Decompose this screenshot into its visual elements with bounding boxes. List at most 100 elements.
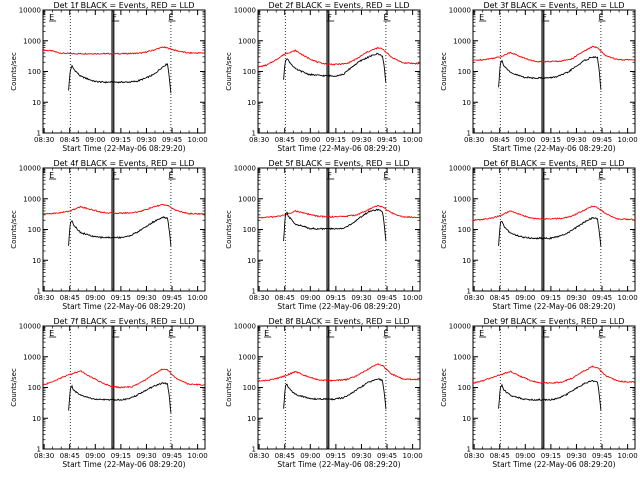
panel-title: Det 7f BLACK = Events, RED = LLD — [53, 317, 194, 326]
event-marker-label: E — [168, 171, 173, 180]
x-tick-label: 10:00 — [188, 294, 208, 302]
x-axis-label: Start Time (22-May-06 08:29:20) — [492, 144, 615, 153]
x-tick-label: 09:00 — [300, 136, 320, 144]
events-series-line — [498, 216, 602, 247]
y-tick-label: 100 — [458, 68, 471, 76]
y-tick-label: 1 — [467, 288, 471, 296]
lld-series-line — [42, 203, 205, 216]
x-tick-label: 09:00 — [515, 452, 535, 460]
x-tick-label: 08:30 — [249, 452, 269, 460]
x-tick-label: 09:15 — [541, 136, 561, 144]
x-tick-label: 09:15 — [541, 452, 561, 460]
plot-frame — [42, 9, 206, 134]
x-tick-label: 08:30 — [464, 294, 484, 302]
plot-frame — [257, 9, 421, 134]
x-tick-label: 09:15 — [326, 294, 346, 302]
x-tick-label: 09:15 — [541, 294, 561, 302]
x-tick-label: 09:45 — [592, 452, 612, 460]
event-marker-label: E — [49, 171, 54, 180]
y-axis-label: Counts/sec — [225, 52, 233, 91]
events-series-line — [283, 52, 387, 84]
y-axis-label: Counts/sec — [225, 210, 233, 249]
x-tick-label: 08:30 — [464, 136, 484, 144]
x-tick-label: 09:30 — [351, 452, 371, 460]
event-marker-label: F — [542, 13, 547, 22]
x-tick-label: 09:45 — [592, 294, 612, 302]
y-tick-label: 1 — [37, 446, 41, 454]
x-tick-label: 09:00 — [300, 452, 320, 460]
y-tick-label: 10000 — [449, 323, 471, 331]
panel-title: Det 8f BLACK = Events, RED = LLD — [268, 317, 409, 326]
lld-series-line — [472, 365, 635, 385]
x-tick-label: 08:30 — [34, 294, 54, 302]
events-series-line — [498, 55, 602, 90]
y-tick-label: 1 — [37, 288, 41, 296]
event-marker-label: F — [112, 329, 117, 338]
x-tick-label: 10:00 — [618, 294, 638, 302]
y-tick-label: 10 — [32, 99, 41, 107]
x-tick-label: 09:00 — [515, 136, 535, 144]
y-tick-label: 10000 — [449, 165, 471, 173]
panel-7: Det 7f BLACK = Events, RED = LLD 1 10 100 10… — [10, 317, 208, 469]
x-tick-label: 09:45 — [162, 294, 182, 302]
event-marker-label: E — [598, 171, 603, 180]
panel-title: Det 5f BLACK = Events, RED = LLD — [268, 159, 409, 168]
event-marker-label: F — [112, 171, 117, 180]
panel-title: Det 9f BLACK = Events, RED = LLD — [483, 317, 624, 326]
x-tick-label: 08:30 — [249, 136, 269, 144]
event-marker-label: E — [598, 329, 603, 338]
x-axis-label: Start Time (22-May-06 08:29:20) — [492, 460, 615, 469]
y-tick-label: 10000 — [234, 323, 256, 331]
x-tick-label: 09:15 — [111, 294, 131, 302]
plot-frame — [42, 167, 206, 292]
x-tick-label: 09:00 — [85, 294, 105, 302]
x-tick-label: 10:00 — [403, 136, 423, 144]
panel-title: Det 3f BLACK = Events, RED = LLD — [483, 1, 624, 10]
x-tick-label: 10:00 — [188, 452, 208, 460]
panel-title: Det 4f BLACK = Events, RED = LLD — [53, 159, 194, 168]
x-axis-label: Start Time (22-May-06 08:29:20) — [277, 302, 400, 311]
x-tick-label: 09:45 — [162, 452, 182, 460]
events-series-line — [498, 380, 602, 411]
events-series-line — [68, 216, 172, 247]
x-tick-label: 09:15 — [326, 136, 346, 144]
plot-frame — [472, 325, 636, 450]
event-marker-label: F — [542, 329, 547, 338]
x-tick-label: 08:30 — [34, 452, 54, 460]
panel-1: Det 1f BLACK = Events, RED = LLD 1 10 100 10… — [10, 1, 208, 153]
x-tick-label: 08:45 — [275, 136, 295, 144]
y-tick-label: 1000 — [238, 37, 256, 45]
x-tick-label: 09:45 — [377, 294, 397, 302]
x-tick-label: 10:00 — [618, 136, 638, 144]
y-tick-label: 10 — [462, 99, 471, 107]
x-tick-label: 09:45 — [377, 136, 397, 144]
x-tick-label: 09:30 — [136, 452, 156, 460]
y-tick-label: 100 — [243, 68, 256, 76]
x-axis-label: Start Time (22-May-06 08:29:20) — [62, 460, 185, 469]
y-tick-label: 1 — [37, 130, 41, 138]
event-marker-label: E — [49, 329, 54, 338]
y-tick-label: 100 — [28, 226, 41, 234]
y-tick-label: 1 — [252, 288, 256, 296]
x-tick-label: 09:00 — [85, 452, 105, 460]
event-marker-label: F — [327, 171, 332, 180]
y-tick-label: 100 — [243, 226, 256, 234]
x-tick-label: 09:15 — [326, 452, 346, 460]
y-tick-label: 10000 — [234, 7, 256, 15]
lld-series-line — [472, 205, 635, 222]
x-tick-label: 09:00 — [300, 294, 320, 302]
y-tick-label: 100 — [458, 226, 471, 234]
panel-4: Det 4f BLACK = Events, RED = LLD 1 10 100 10… — [10, 159, 208, 311]
y-tick-label: 1000 — [453, 353, 471, 361]
x-tick-label: 09:00 — [85, 136, 105, 144]
events-series-line — [283, 378, 387, 410]
x-tick-label: 08:45 — [275, 452, 295, 460]
event-marker-label: F — [327, 13, 332, 22]
y-tick-label: 1000 — [23, 195, 41, 203]
y-axis-label: Counts/sec — [10, 52, 18, 91]
event-marker-label: E — [383, 329, 388, 338]
plot-frame — [472, 9, 636, 134]
y-tick-label: 10 — [247, 415, 256, 423]
x-axis-label: Start Time (22-May-06 08:29:20) — [492, 302, 615, 311]
y-tick-label: 1000 — [453, 195, 471, 203]
